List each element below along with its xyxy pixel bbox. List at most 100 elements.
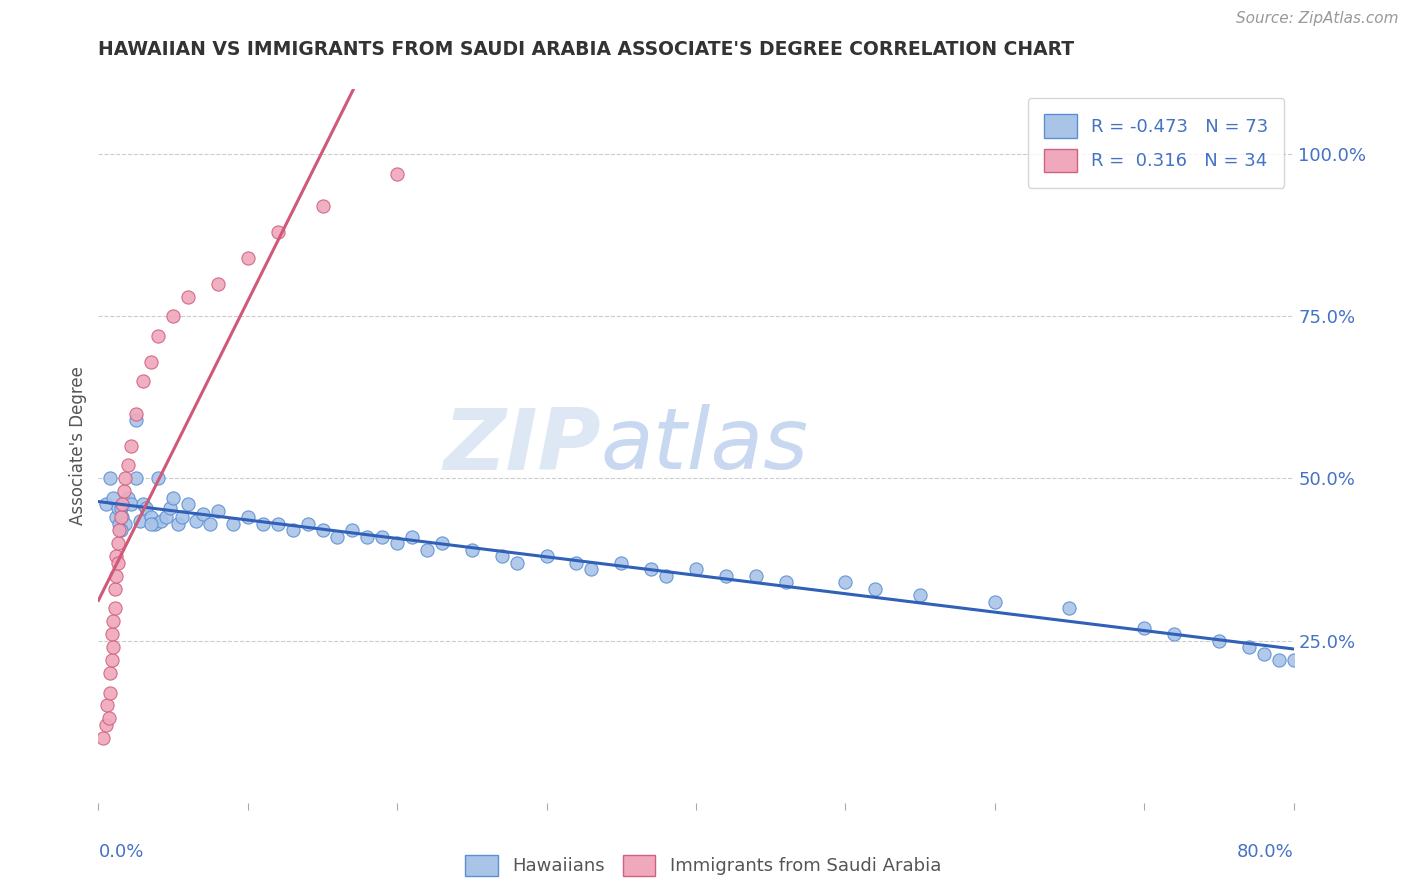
Point xyxy=(125,471,148,485)
Point xyxy=(107,500,129,515)
Point xyxy=(461,542,484,557)
Text: Source: ZipAtlas.com: Source: ZipAtlas.com xyxy=(1236,11,1399,26)
Point xyxy=(132,497,155,511)
Point xyxy=(714,568,737,582)
Point xyxy=(159,500,181,515)
Point xyxy=(101,627,124,641)
Point xyxy=(135,500,157,515)
Point xyxy=(139,354,162,368)
Point xyxy=(117,491,139,505)
Point xyxy=(111,497,134,511)
Point xyxy=(148,471,170,485)
Point xyxy=(1059,601,1081,615)
Point xyxy=(342,524,364,538)
Point xyxy=(139,516,162,531)
Y-axis label: Associate's Degree: Associate's Degree xyxy=(69,367,87,525)
Point xyxy=(111,510,134,524)
Point xyxy=(267,225,290,239)
Point xyxy=(117,458,139,473)
Point xyxy=(100,471,122,485)
Point xyxy=(100,666,122,681)
Point xyxy=(108,524,131,538)
Point xyxy=(112,484,135,499)
Point xyxy=(1163,627,1185,641)
Point xyxy=(155,510,177,524)
Point xyxy=(865,582,887,596)
Point xyxy=(105,510,128,524)
Point xyxy=(385,536,409,550)
Point xyxy=(506,556,529,570)
Point xyxy=(267,516,290,531)
Point xyxy=(150,514,173,528)
Point xyxy=(685,562,707,576)
Point xyxy=(162,310,184,324)
Point xyxy=(172,510,194,524)
Point xyxy=(129,514,152,528)
Point xyxy=(97,711,120,725)
Point xyxy=(236,510,259,524)
Point xyxy=(110,500,132,515)
Point xyxy=(132,374,155,388)
Point xyxy=(1133,621,1156,635)
Point xyxy=(191,507,214,521)
Point xyxy=(834,575,856,590)
Point xyxy=(177,290,200,304)
Point xyxy=(110,510,132,524)
Point xyxy=(222,516,245,531)
Point xyxy=(114,471,136,485)
Point xyxy=(640,562,662,576)
Point xyxy=(104,601,127,615)
Point xyxy=(297,516,319,531)
Point xyxy=(100,685,122,699)
Point xyxy=(110,524,132,538)
Point xyxy=(491,549,513,564)
Point xyxy=(281,524,304,538)
Point xyxy=(105,568,128,582)
Point xyxy=(1282,653,1305,667)
Point xyxy=(108,516,131,531)
Text: 80.0%: 80.0% xyxy=(1237,843,1294,861)
Point xyxy=(610,556,633,570)
Point xyxy=(120,439,142,453)
Point xyxy=(120,497,142,511)
Point xyxy=(91,731,114,745)
Point xyxy=(401,530,423,544)
Point xyxy=(416,542,439,557)
Text: ZIP: ZIP xyxy=(443,404,600,488)
Point xyxy=(1237,640,1260,654)
Point xyxy=(177,497,200,511)
Text: HAWAIIAN VS IMMIGRANTS FROM SAUDI ARABIA ASSOCIATE'S DEGREE CORRELATION CHART: HAWAIIAN VS IMMIGRANTS FROM SAUDI ARABIA… xyxy=(98,40,1074,59)
Point xyxy=(125,413,148,427)
Point xyxy=(207,277,229,291)
Point xyxy=(94,718,117,732)
Point xyxy=(143,516,166,531)
Point xyxy=(745,568,768,582)
Point xyxy=(104,582,127,596)
Point xyxy=(114,516,136,531)
Point xyxy=(162,491,184,505)
Point xyxy=(252,516,274,531)
Point xyxy=(356,530,378,544)
Point xyxy=(385,167,409,181)
Point xyxy=(1253,647,1275,661)
Point xyxy=(96,698,118,713)
Point xyxy=(1267,653,1289,667)
Point xyxy=(655,568,678,582)
Point xyxy=(107,556,129,570)
Point xyxy=(565,556,588,570)
Point xyxy=(536,549,558,564)
Point xyxy=(184,514,207,528)
Point xyxy=(1208,633,1230,648)
Point xyxy=(125,407,148,421)
Legend: R = -0.473   N = 73, R =  0.316   N = 34: R = -0.473 N = 73, R = 0.316 N = 34 xyxy=(1028,98,1285,188)
Point xyxy=(105,549,128,564)
Point xyxy=(908,588,931,602)
Point xyxy=(112,497,135,511)
Point xyxy=(148,328,170,343)
Point xyxy=(430,536,453,550)
Point xyxy=(139,510,162,524)
Point xyxy=(103,614,125,628)
Point xyxy=(103,640,125,654)
Point xyxy=(101,653,124,667)
Point xyxy=(107,536,129,550)
